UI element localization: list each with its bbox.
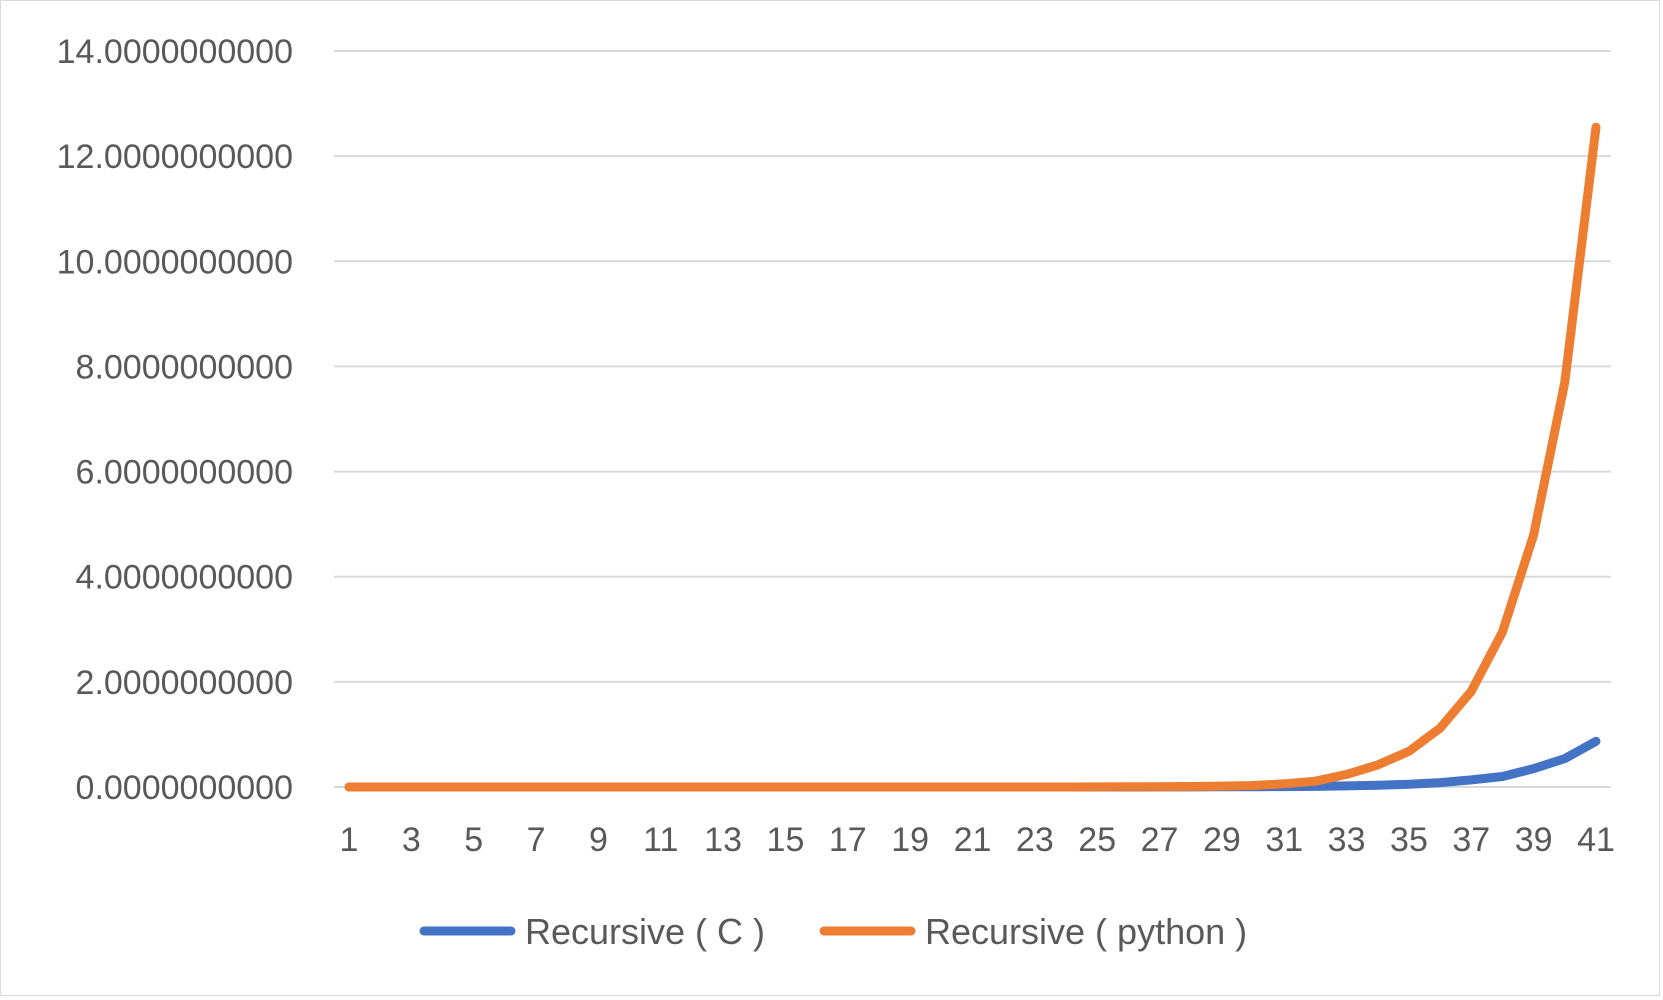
y-tick-label: 0.0000000000 [76, 769, 293, 807]
x-axis-tick-labels: 1 3 5 7 9 11 13 15 17 19 21 23 25 27 29 31 33 35 37 39 41 [340, 821, 1615, 859]
y-tick-label: 6.0000000000 [76, 454, 293, 492]
x-tick-label: 3 [402, 821, 421, 859]
x-tick-label: 23 [1016, 821, 1054, 859]
gridlines [334, 50, 1611, 788]
x-tick-label: 7 [527, 821, 546, 859]
series-line-recursive-python [344, 122, 1601, 792]
x-tick-label: 25 [1078, 821, 1116, 859]
x-tick-label: 9 [589, 821, 608, 859]
x-tick-label: 19 [891, 821, 929, 859]
y-tick-label: 8.0000000000 [76, 348, 293, 386]
x-tick-label: 31 [1265, 821, 1303, 859]
legend: Recursive ( C ) Recursive ( python ) [419, 911, 1247, 952]
legend-label-recursive-c: Recursive ( C ) [525, 911, 765, 952]
y-tick-label: 10.0000000000 [57, 243, 293, 281]
x-tick-label: 27 [1141, 821, 1179, 859]
x-tick-label: 29 [1203, 821, 1241, 859]
y-axis-tick-labels: 0.0000000000 2.0000000000 4.0000000000 6.00… [57, 33, 293, 807]
x-tick-label: 33 [1328, 821, 1366, 859]
series-lines [344, 122, 1601, 792]
y-tick-label: 14.0000000000 [57, 33, 293, 71]
x-tick-label: 17 [829, 821, 867, 859]
x-tick-label: 1 [340, 821, 359, 859]
x-tick-label: 11 [643, 821, 678, 859]
x-tick-label: 13 [704, 821, 742, 859]
x-tick-label: 41 [1577, 821, 1615, 859]
x-tick-label: 35 [1390, 821, 1428, 859]
x-tick-label: 15 [767, 821, 805, 859]
y-tick-label: 4.0000000000 [76, 559, 293, 597]
legend-label-recursive-python: Recursive ( python ) [925, 911, 1247, 952]
y-tick-label: 12.0000000000 [57, 138, 293, 176]
y-tick-label: 2.0000000000 [76, 664, 293, 702]
x-tick-label: 37 [1452, 821, 1490, 859]
x-tick-label: 39 [1515, 821, 1553, 859]
x-tick-label: 21 [954, 821, 992, 859]
x-tick-label: 5 [464, 821, 483, 859]
